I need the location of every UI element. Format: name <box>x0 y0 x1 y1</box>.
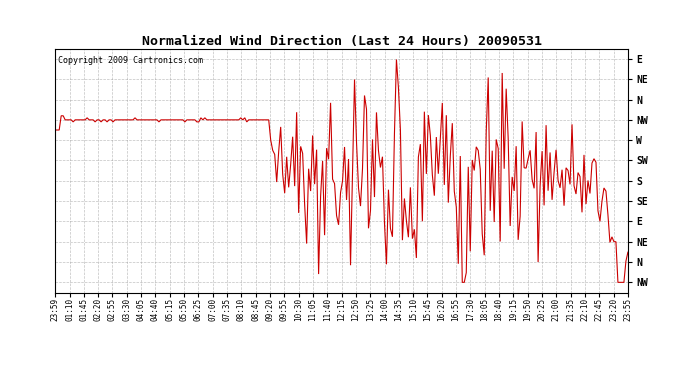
Text: Copyright 2009 Cartronics.com: Copyright 2009 Cartronics.com <box>58 56 203 65</box>
Title: Normalized Wind Direction (Last 24 Hours) 20090531: Normalized Wind Direction (Last 24 Hours… <box>141 34 542 48</box>
